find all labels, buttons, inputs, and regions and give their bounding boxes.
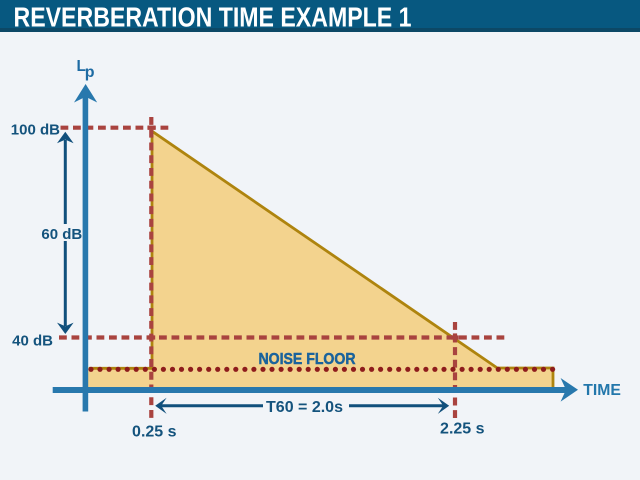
- svg-text:100 dB: 100 dB: [11, 122, 60, 139]
- svg-text:TIME: TIME: [583, 382, 621, 399]
- svg-text:T60 = 2.0s: T60 = 2.0s: [266, 399, 343, 416]
- svg-text:p: p: [85, 64, 95, 81]
- svg-text:2.25 s: 2.25 s: [440, 420, 485, 437]
- svg-text:NOISE FLOOR: NOISE FLOOR: [259, 351, 356, 368]
- svg-text:40 dB: 40 dB: [12, 332, 53, 349]
- svg-text:L: L: [77, 58, 86, 75]
- svg-text:REVERBERATION TIME EXAMPLE 1: REVERBERATION TIME EXAMPLE 1: [14, 2, 412, 33]
- svg-text:60 dB: 60 dB: [41, 226, 82, 243]
- svg-text:0.25 s: 0.25 s: [132, 423, 177, 440]
